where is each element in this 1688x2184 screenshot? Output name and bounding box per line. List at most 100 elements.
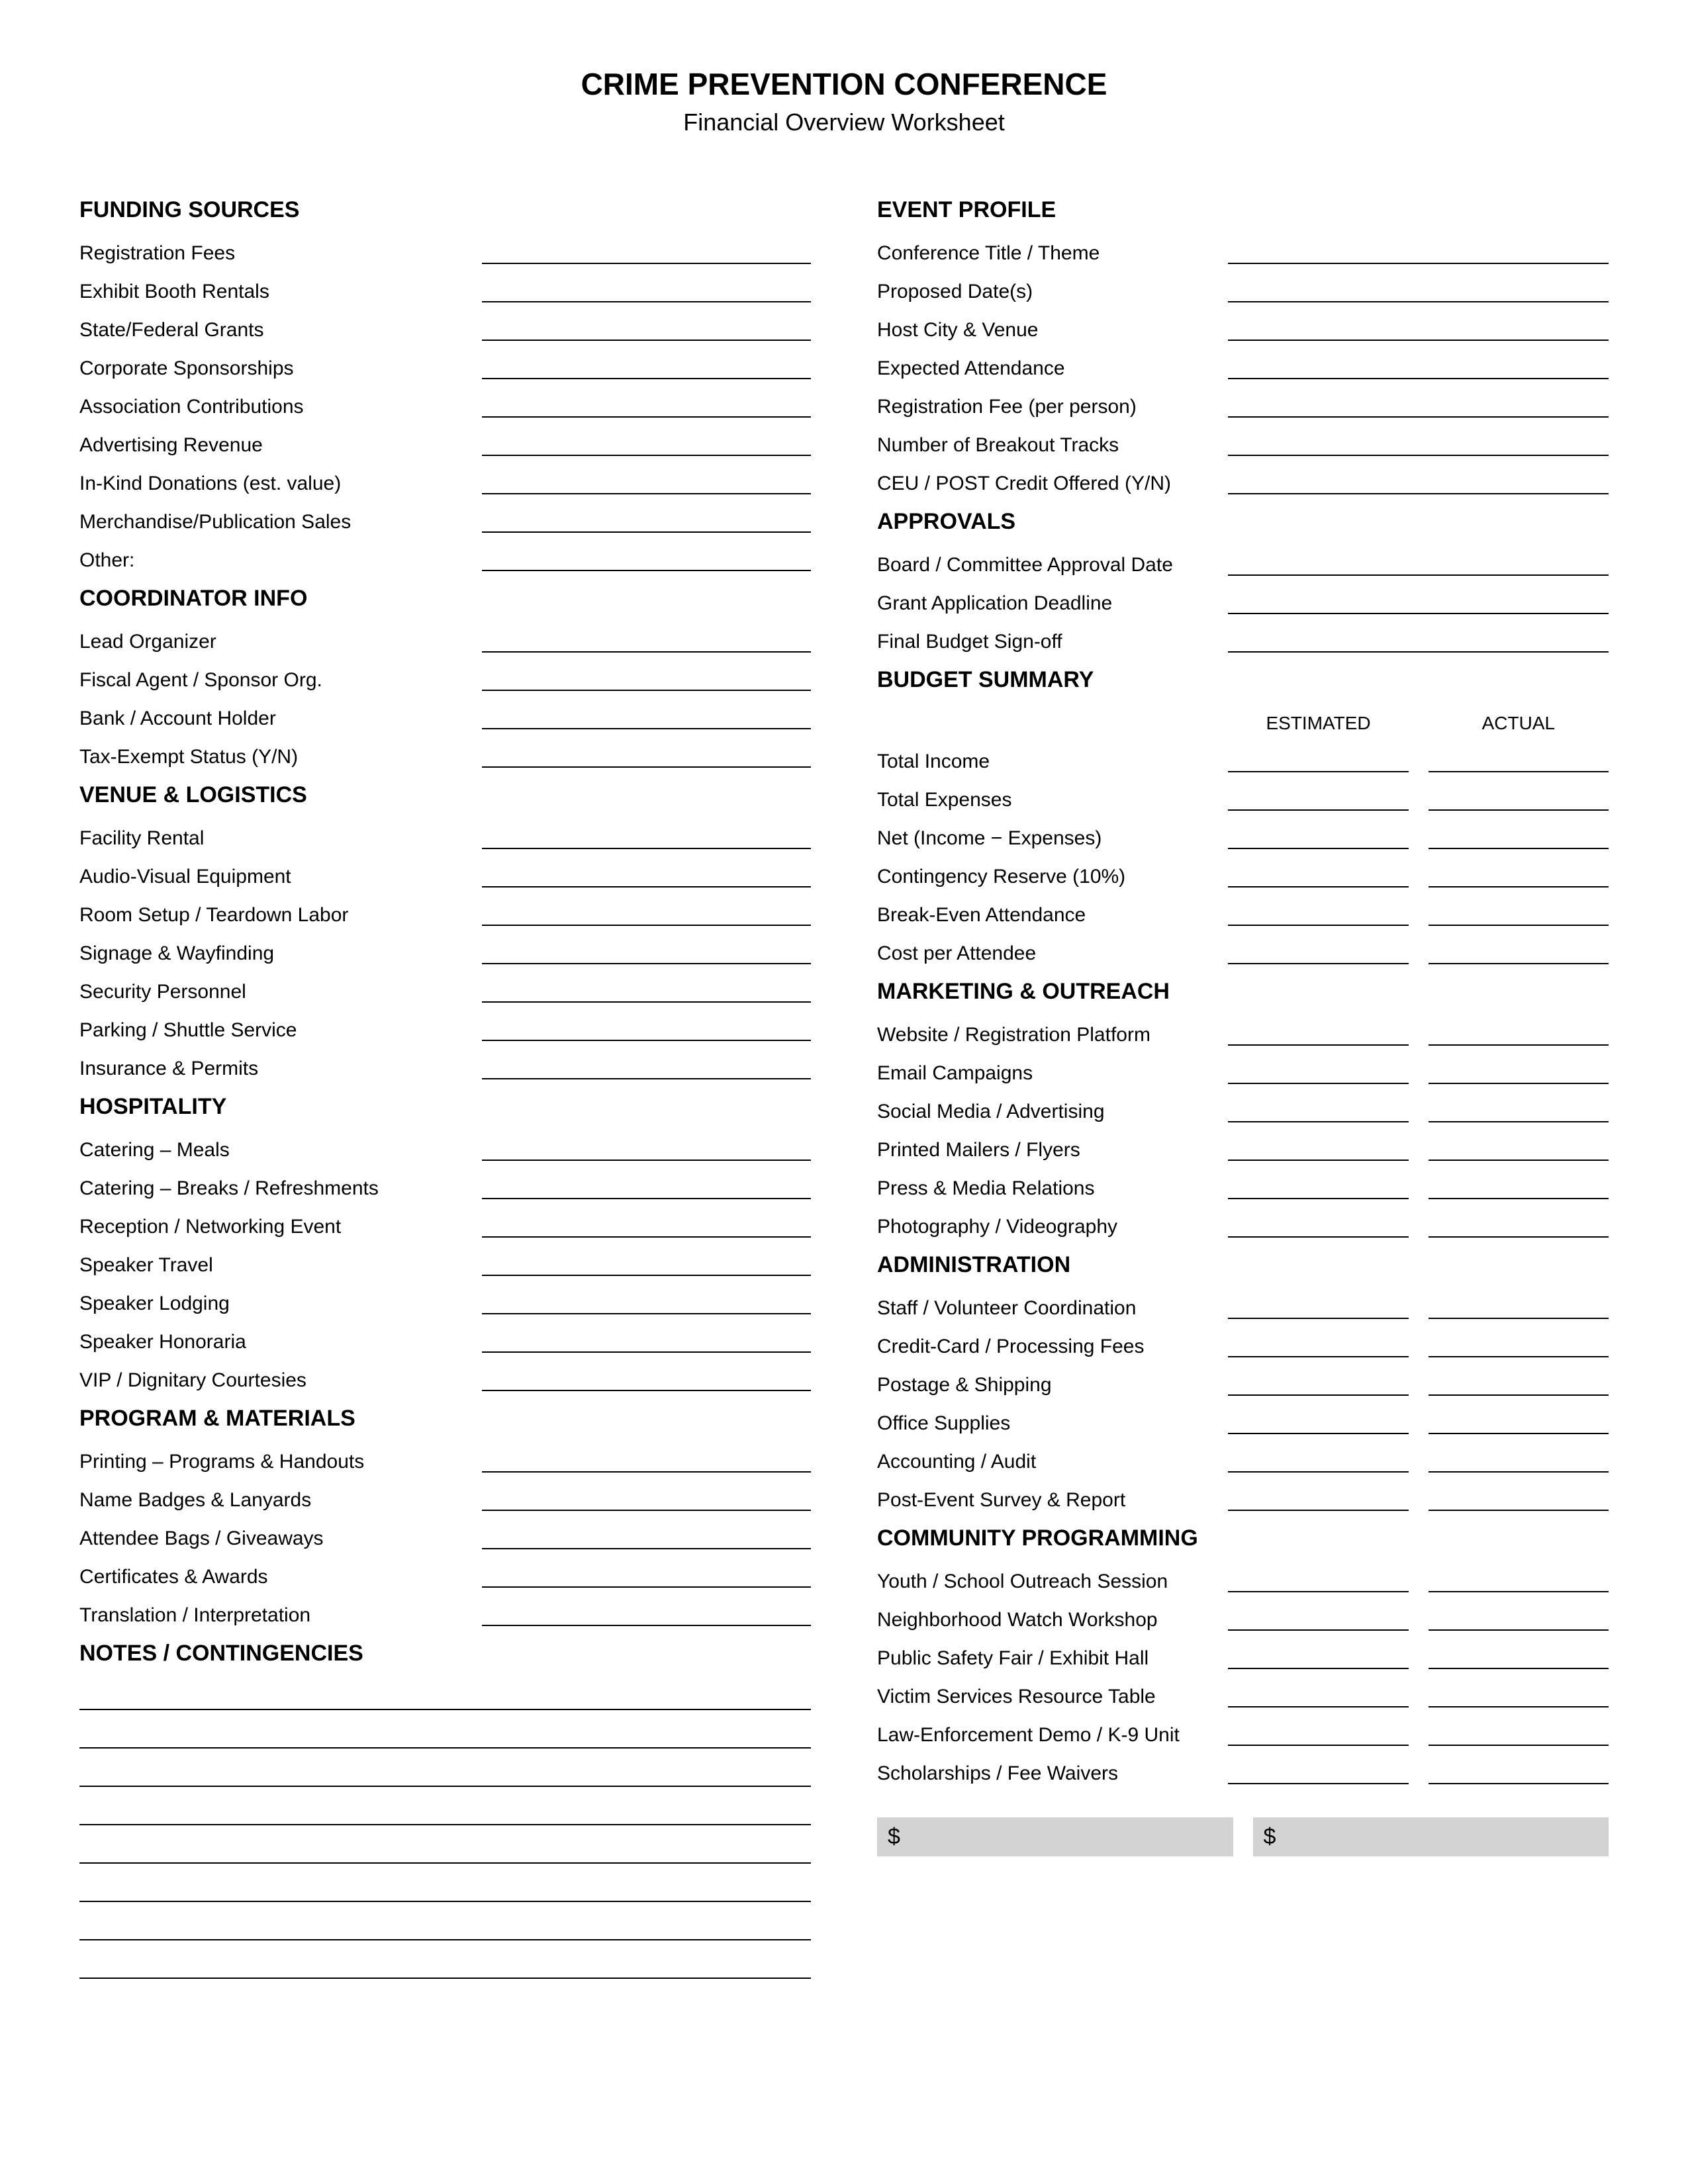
row-input-line[interactable]: [482, 824, 811, 849]
row-input-line[interactable]: [482, 901, 811, 926]
row-input-line[interactable]: [1228, 431, 1609, 456]
row-actual-line[interactable]: [1429, 1371, 1609, 1396]
row-estimated-line[interactable]: [1228, 939, 1408, 964]
note-line[interactable]: [79, 1787, 811, 1825]
row-estimated-line[interactable]: [1228, 1059, 1408, 1084]
row-estimated-line[interactable]: [1228, 862, 1408, 887]
row-input-line[interactable]: [482, 546, 811, 571]
row-actual-line[interactable]: [1429, 862, 1609, 887]
row-actual-line[interactable]: [1429, 1174, 1609, 1199]
row-input-line[interactable]: [482, 1212, 811, 1238]
row-input-line[interactable]: [1228, 392, 1609, 418]
row-actual-line[interactable]: [1429, 1682, 1609, 1707]
row-input-line[interactable]: [482, 666, 811, 691]
row-estimated-line[interactable]: [1228, 1644, 1408, 1669]
note-line[interactable]: [79, 1825, 811, 1864]
row-actual-line[interactable]: [1429, 1606, 1609, 1631]
row-input-line[interactable]: [482, 239, 811, 264]
row-input-line[interactable]: [482, 1486, 811, 1511]
row-input-line[interactable]: [482, 1136, 811, 1161]
note-line[interactable]: [79, 1710, 811, 1749]
row-estimated-line[interactable]: [1228, 1136, 1408, 1161]
note-line[interactable]: [79, 1749, 811, 1787]
row-actual-line[interactable]: [1429, 1294, 1609, 1319]
row-actual-line[interactable]: [1429, 1212, 1609, 1238]
row-estimated-line[interactable]: [1228, 1371, 1408, 1396]
row-estimated-line[interactable]: [1228, 1759, 1408, 1784]
row-input-line[interactable]: [482, 392, 811, 418]
row-estimated-line[interactable]: [1228, 1332, 1408, 1357]
row-input-line[interactable]: [482, 1447, 811, 1473]
row-actual-line[interactable]: [1429, 747, 1609, 772]
row-actual-line[interactable]: [1429, 901, 1609, 926]
total-actual[interactable]: $: [1253, 1817, 1609, 1856]
row-estimated-line[interactable]: [1228, 901, 1408, 926]
row-actual-line[interactable]: [1429, 1136, 1609, 1161]
row-actual-line[interactable]: [1429, 939, 1609, 964]
row-input-line[interactable]: [1228, 354, 1609, 379]
row-estimated-line[interactable]: [1228, 1606, 1408, 1631]
row-input-line[interactable]: [482, 469, 811, 494]
row-input-line[interactable]: [482, 277, 811, 302]
notes-lines[interactable]: [79, 1672, 811, 1979]
row-estimated-line[interactable]: [1228, 786, 1408, 811]
row-estimated-line[interactable]: [1228, 1567, 1408, 1592]
row-actual-line[interactable]: [1429, 1644, 1609, 1669]
row-input-line[interactable]: [1228, 589, 1609, 614]
row-input-line[interactable]: [482, 939, 811, 964]
row-actual-line[interactable]: [1429, 1447, 1609, 1473]
row-actual-line[interactable]: [1429, 1721, 1609, 1746]
row-estimated-line[interactable]: [1228, 747, 1408, 772]
note-line[interactable]: [79, 1672, 811, 1710]
row-input-line[interactable]: [482, 508, 811, 533]
row-estimated-line[interactable]: [1228, 1097, 1408, 1122]
row-estimated-line[interactable]: [1228, 824, 1408, 849]
row-estimated-line[interactable]: [1228, 1486, 1408, 1511]
note-line[interactable]: [79, 1902, 811, 1940]
row-estimated-line[interactable]: [1228, 1409, 1408, 1434]
row-input-line[interactable]: [482, 1328, 811, 1353]
row-input-line[interactable]: [482, 1601, 811, 1626]
row-input-line[interactable]: [1228, 316, 1609, 341]
row-input-line[interactable]: [1228, 551, 1609, 576]
row-actual-line[interactable]: [1429, 1097, 1609, 1122]
note-line[interactable]: [79, 1940, 811, 1979]
row-actual-line[interactable]: [1429, 786, 1609, 811]
row-input-line[interactable]: [482, 1054, 811, 1079]
row-input-line[interactable]: [1228, 469, 1609, 494]
row-estimated-line[interactable]: [1228, 1721, 1408, 1746]
row-input-line[interactable]: [482, 1524, 811, 1549]
row-input-line[interactable]: [482, 431, 811, 456]
row-actual-line[interactable]: [1429, 1567, 1609, 1592]
total-estimated[interactable]: $: [877, 1817, 1233, 1856]
row-input-line[interactable]: [1228, 277, 1609, 302]
row-actual-line[interactable]: [1429, 1059, 1609, 1084]
row-estimated-line[interactable]: [1228, 1294, 1408, 1319]
row-actual-line[interactable]: [1429, 1759, 1609, 1784]
row-input-line[interactable]: [482, 1251, 811, 1276]
row-actual-line[interactable]: [1429, 1486, 1609, 1511]
row-input-line[interactable]: [482, 1174, 811, 1199]
row-input-line[interactable]: [482, 1016, 811, 1041]
row-input-line[interactable]: [482, 862, 811, 887]
row-input-line[interactable]: [482, 704, 811, 729]
row-input-line[interactable]: [482, 627, 811, 653]
row-actual-line[interactable]: [1429, 1409, 1609, 1434]
row-input-line[interactable]: [1228, 627, 1609, 653]
row-actual-line[interactable]: [1429, 1021, 1609, 1046]
row-input-line[interactable]: [482, 1563, 811, 1588]
row-actual-line[interactable]: [1429, 1332, 1609, 1357]
row-estimated-line[interactable]: [1228, 1021, 1408, 1046]
row-input-line[interactable]: [482, 1289, 811, 1314]
row-input-line[interactable]: [482, 316, 811, 341]
row-input-line[interactable]: [482, 354, 811, 379]
row-estimated-line[interactable]: [1228, 1682, 1408, 1707]
row-input-line[interactable]: [1228, 239, 1609, 264]
row-actual-line[interactable]: [1429, 824, 1609, 849]
row-input-line[interactable]: [482, 1366, 811, 1391]
row-estimated-line[interactable]: [1228, 1212, 1408, 1238]
row-input-line[interactable]: [482, 978, 811, 1003]
row-estimated-line[interactable]: [1228, 1447, 1408, 1473]
row-input-line[interactable]: [482, 743, 811, 768]
row-estimated-line[interactable]: [1228, 1174, 1408, 1199]
